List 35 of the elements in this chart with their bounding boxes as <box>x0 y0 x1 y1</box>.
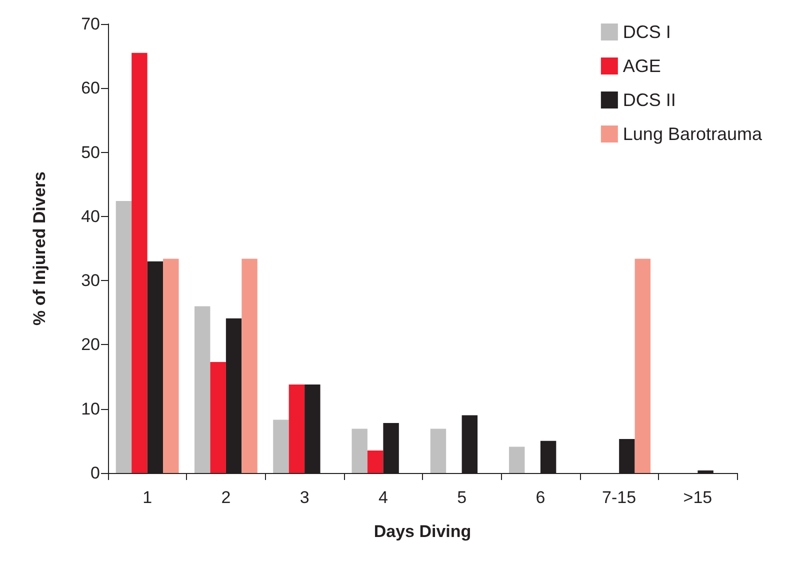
y-tick-label: 60 <box>81 78 100 98</box>
bar <box>273 420 289 473</box>
y-tick-label: 10 <box>81 399 100 418</box>
x-axis-title: Days Diving <box>374 522 472 541</box>
bar <box>430 428 446 473</box>
y-axis-title: % of Injured Divers <box>30 172 49 326</box>
y-tick-label: 30 <box>81 271 100 290</box>
bar <box>210 362 226 473</box>
bar <box>634 258 651 473</box>
y-tick-label: 50 <box>81 142 100 162</box>
y-tick-label: 40 <box>81 206 100 226</box>
bar <box>367 450 384 473</box>
x-tick-label: 1 <box>142 488 152 507</box>
bar <box>352 428 368 473</box>
bar <box>132 52 148 473</box>
bar <box>242 258 258 473</box>
legend-label: AGE <box>622 56 661 76</box>
x-tick-label: >15 <box>683 488 712 507</box>
bar <box>288 384 305 473</box>
bar <box>508 446 525 473</box>
bar <box>163 258 179 473</box>
x-tick-label: 3 <box>300 488 310 507</box>
x-tick-label: 5 <box>457 488 467 507</box>
x-tick-label: 4 <box>378 488 388 507</box>
bar <box>194 306 210 473</box>
y-tick-label: 70 <box>81 14 100 34</box>
y-tick-label: 20 <box>81 335 100 354</box>
legend-label: Lung Barotrauma <box>622 124 763 144</box>
x-tick-label: 2 <box>221 488 231 507</box>
legend-label: DCS I <box>622 22 671 42</box>
x-tick-label: 7-15 <box>602 488 636 507</box>
legend-label: DCS II <box>622 90 676 110</box>
y-tick-label: 0 <box>90 464 100 482</box>
bar <box>116 201 132 473</box>
x-tick-label: 6 <box>536 488 546 507</box>
